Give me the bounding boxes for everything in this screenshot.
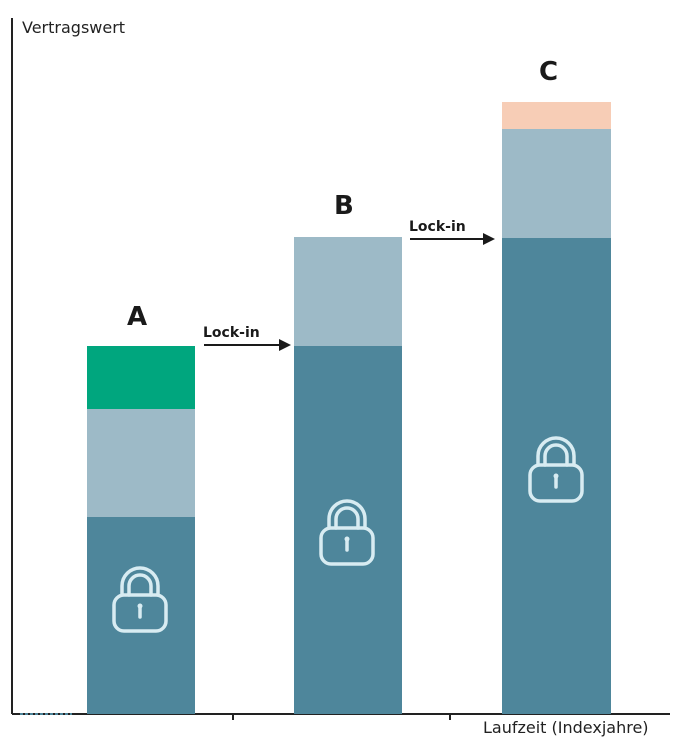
bar-c-middle-layer (502, 129, 611, 238)
padlock-icon (112, 566, 168, 633)
y-axis-label: Vertragswert (22, 18, 126, 37)
padlock-icon (528, 436, 584, 503)
lock-in-arrow-a-b (204, 339, 291, 351)
x-axis-label: Laufzeit (Indexjahre) (483, 718, 649, 737)
lock-in-label-a-b: Lock-in (203, 325, 260, 341)
bar-b-middle-layer (294, 237, 402, 346)
lock-in-label-b-c: Lock-in (409, 219, 466, 235)
bar-b-locked-base (294, 346, 402, 714)
bar-a-top-layer (87, 346, 195, 409)
bar-b-label: B (334, 191, 354, 221)
bar-c-top-layer (502, 102, 611, 129)
padlock-icon (319, 499, 375, 566)
lock-in-arrow-b-c (410, 233, 495, 245)
bar-c-label: C (539, 57, 559, 87)
bar-a-label: A (127, 302, 148, 332)
bar-a (87, 346, 195, 714)
bar-c (502, 102, 611, 714)
bar-a-middle-layer (87, 409, 195, 517)
bar-b (294, 237, 402, 714)
